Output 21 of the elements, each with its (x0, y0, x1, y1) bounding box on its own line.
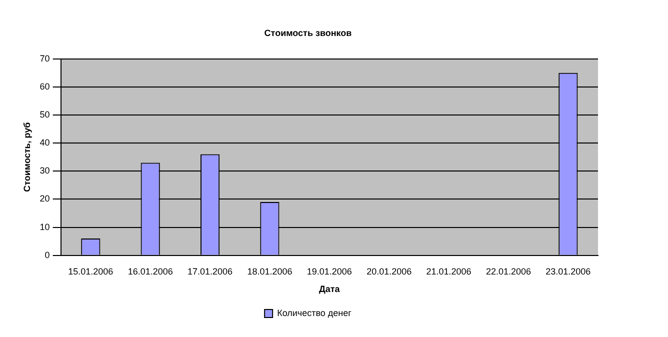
y-tick-label: 20 (40, 194, 50, 204)
y-tick-label: 60 (40, 81, 50, 92)
y-axis-title: Стоимость, руб (22, 122, 32, 192)
y-tick-label: 40 (40, 138, 50, 148)
x-tick-label: 23.01.2006 (546, 266, 591, 276)
y-tick-label: 30 (40, 166, 50, 176)
x-tick-label: 17.01.2006 (188, 266, 233, 276)
x-tick-label: 16.01.2006 (128, 266, 173, 276)
x-tick-label: 15.01.2006 (68, 266, 114, 276)
y-tick-label: 50 (40, 109, 50, 120)
x-tick-label: 21.01.2006 (426, 266, 472, 276)
legend-label: Количество денег (277, 308, 352, 318)
x-tick-label: 22.01.2006 (486, 266, 531, 276)
x-axis-title: Дата (318, 284, 341, 294)
x-tick-label: 18.01.2006 (247, 266, 292, 276)
x-tick-label: 19.01.2006 (306, 266, 352, 276)
y-tick-label: 0 (44, 250, 50, 260)
y-tick-label: 70 (40, 53, 50, 64)
x-tick-label: 20.01.2006 (366, 266, 412, 276)
chart-title: Стоимость звонков (264, 28, 352, 38)
y-tick-label: 10 (40, 222, 50, 232)
